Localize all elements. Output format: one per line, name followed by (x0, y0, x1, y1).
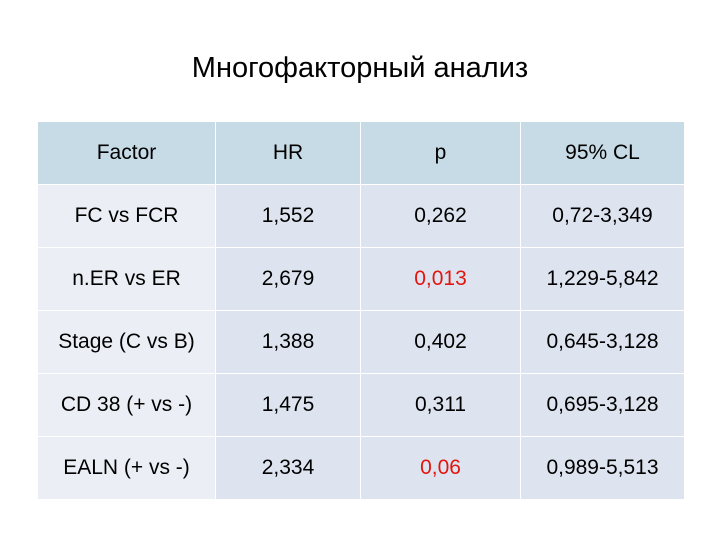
factor-cell: n.ER vs ER (37, 247, 216, 311)
cl-cell: 1,229-5,842 (520, 247, 685, 311)
table-row: CD 38 (+ vs -) 1,475 0,311 0,695-3,128 (37, 373, 685, 437)
table-row: n.ER vs ER 2,679 0,013 1,229-5,842 (37, 247, 685, 311)
p-cell: 0,311 (360, 373, 521, 437)
hr-cell: 1,552 (215, 184, 361, 248)
cl-cell: 0,989-5,513 (520, 436, 685, 500)
table-row: FC vs FCR 1,552 0,262 0,72-3,349 (37, 184, 685, 248)
hr-cell: 2,679 (215, 247, 361, 311)
cl-cell: 0,72-3,349 (520, 184, 685, 248)
p-cell-significant: 0,06 (360, 436, 521, 500)
factor-cell: Stage (C vs B) (37, 310, 216, 374)
p-cell: 0,262 (360, 184, 521, 248)
factor-cell: FC vs FCR (37, 184, 216, 248)
table-row: EALN (+ vs -) 2,334 0,06 0,989-5,513 (37, 436, 685, 500)
header-cl: 95% CL (520, 121, 685, 185)
hr-cell: 2,334 (215, 436, 361, 500)
header-hr: HR (215, 121, 361, 185)
slide-title: Многофакторный анализ (191, 52, 529, 84)
multivariate-analysis-table: Factor HR p 95% CL FC vs FCR 1,552 0,262… (37, 121, 685, 500)
table-header-row: Factor HR p 95% CL (37, 121, 685, 185)
hr-cell: 1,388 (215, 310, 361, 374)
hr-cell: 1,475 (215, 373, 361, 437)
p-cell: 0,402 (360, 310, 521, 374)
cl-cell: 0,695-3,128 (520, 373, 685, 437)
cl-cell: 0,645-3,128 (520, 310, 685, 374)
factor-cell: EALN (+ vs -) (37, 436, 216, 500)
table-row: Stage (C vs B) 1,388 0,402 0,645-3,128 (37, 310, 685, 374)
factor-cell: CD 38 (+ vs -) (37, 373, 216, 437)
header-factor: Factor (37, 121, 216, 185)
header-p: p (360, 121, 521, 185)
p-cell-significant: 0,013 (360, 247, 521, 311)
